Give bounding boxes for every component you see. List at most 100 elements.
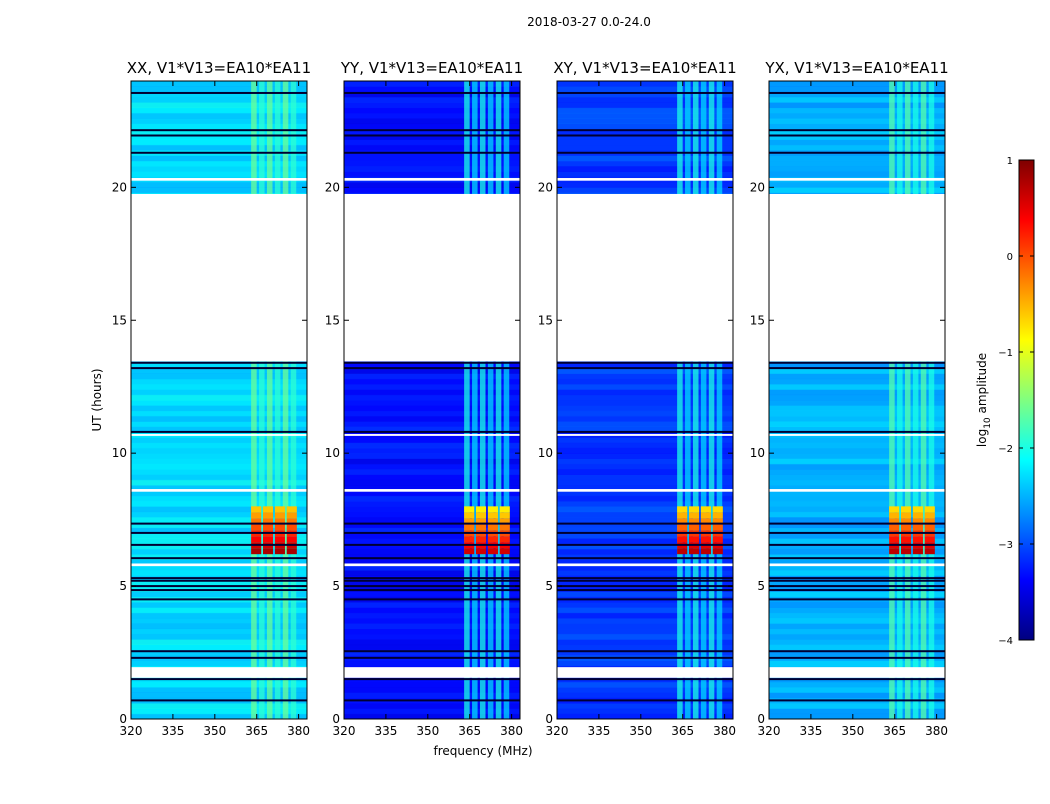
noise-row [769,511,945,518]
noise-row [769,134,945,140]
burst-cell [476,512,487,519]
y-tick-label: 10 [112,446,127,460]
colorbar-label: log10 amplitude [975,353,993,447]
noise-row [131,102,307,109]
noise-row [769,607,945,614]
noise-row [344,373,520,380]
dark-line [769,531,945,534]
dark-line [131,557,307,560]
noise-row [344,447,520,454]
dark-line [769,656,945,659]
noise-row [344,187,520,194]
burst-cell [499,524,510,531]
burst-cell [499,518,510,525]
noise-row [769,532,945,539]
burst-cell [487,548,498,555]
noise-row [344,543,520,550]
dark-line [131,598,307,601]
noise-row [769,96,945,103]
rfi-channel [897,81,903,719]
y-tick-label: 15 [750,313,765,327]
noise-row [131,570,307,576]
burst-cell [499,512,510,519]
noise-row [769,128,945,135]
panel-title: YX, V1*V13=EA10*EA11 [764,59,948,77]
noise-row [344,708,520,715]
noise-row [769,479,945,486]
noise-row [344,118,520,125]
burst-cell [700,536,711,543]
noise-row [344,564,520,571]
dark-line [131,650,307,653]
noise-row [344,644,520,651]
burst-cell [912,506,923,513]
noise-row [131,81,307,87]
burst-cell [251,548,262,555]
noise-row [131,602,307,608]
noise-row [769,368,945,374]
noise-row [344,703,520,709]
burst-cell [274,548,285,555]
noise-row [131,187,307,194]
data-gap [769,667,945,678]
panel-frame [556,80,734,720]
x-tick-label: 320 [758,724,781,738]
noise-row [557,81,733,87]
burst-cell [712,524,723,531]
dark-line [131,656,307,659]
burst-cell [251,512,262,519]
noise-row [131,501,307,507]
dark-line [769,91,945,94]
burst-cell [464,524,475,531]
x-tick-label: 350 [416,724,439,738]
noise-row [557,628,733,635]
noise-row [344,166,520,172]
noise-row [557,612,733,619]
noise-row [131,660,307,667]
noise-row [344,384,520,390]
panel-frame [768,80,946,720]
noise-row [344,687,520,693]
noise-row [344,538,520,545]
noise-row [557,463,733,470]
noise-row [557,144,733,151]
noise-row [344,368,520,374]
noise-row [131,607,307,614]
data-gap [769,193,945,362]
noise-row [131,405,307,412]
noise-row [131,703,307,709]
burst-cell [476,548,487,555]
noise-row [131,495,307,502]
burst-cell [889,524,900,531]
noise-row [557,415,733,422]
noise-row [557,708,733,715]
noise-row [769,458,945,465]
dark-line [344,598,520,601]
noise-row [769,692,945,699]
noise-row [769,527,945,534]
dark-line [769,589,945,592]
noise-row [131,139,307,146]
x-tick-label: 380 [713,724,736,738]
burst-cell [689,512,700,519]
noise-row [344,144,520,151]
colorbar: 1 0 −1 −2 −3 −4 log10 amplitude [975,156,1035,647]
burst-cell [476,536,487,543]
noise-row [344,633,520,640]
y-tick-label: 10 [538,446,553,460]
noise-row [769,160,945,167]
noise-row [769,144,945,151]
dark-line [344,531,520,534]
dark-line [557,650,733,653]
noise-row [344,81,520,87]
noise-row [769,485,945,491]
y-tick-label: 15 [538,313,553,327]
burst-cell [889,548,900,555]
noise-row [557,112,733,119]
noise-row [557,538,733,545]
y-tick-label: 5 [119,579,127,593]
noise-row [557,368,733,374]
noise-row [769,490,945,497]
noise-row [131,447,307,454]
burst-cell [712,536,723,543]
